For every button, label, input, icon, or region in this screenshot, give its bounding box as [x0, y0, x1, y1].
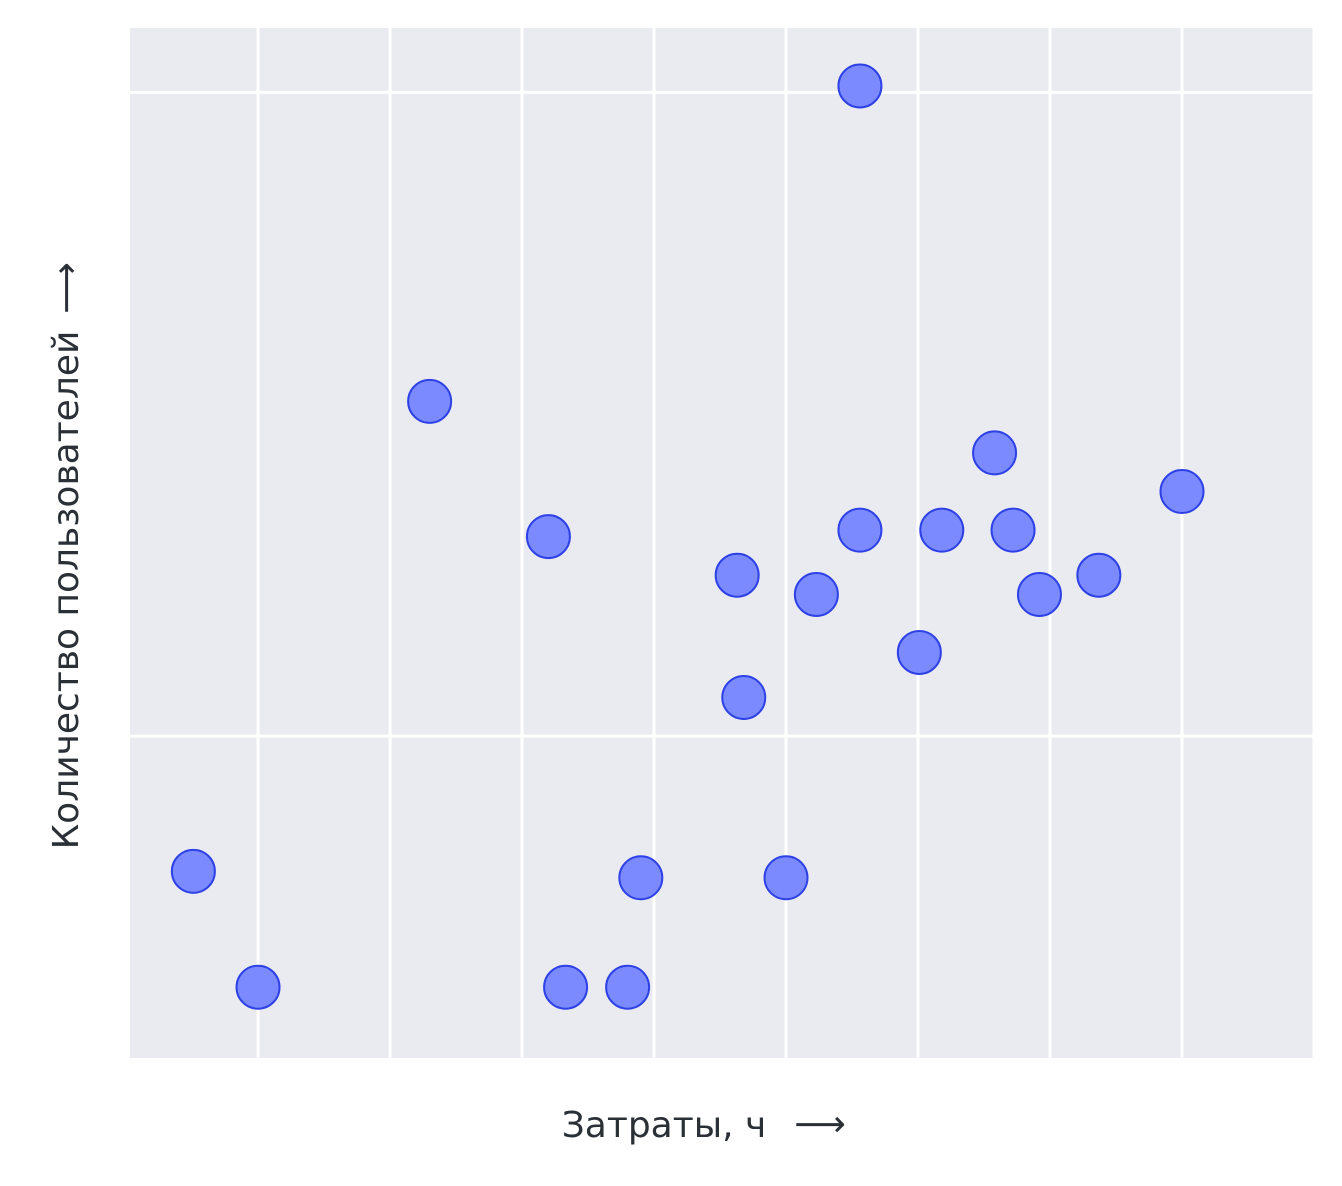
data-point [919, 507, 965, 553]
data-point [605, 964, 651, 1010]
data-point [543, 964, 589, 1010]
data-point [763, 855, 809, 901]
data-point [837, 507, 883, 553]
data-point [170, 848, 216, 894]
plot-area [130, 28, 1314, 1058]
data-point [1159, 469, 1205, 514]
data-point [618, 855, 664, 901]
data-point [721, 675, 767, 720]
grid-lines [130, 28, 1316, 1058]
y-axis-label: Количество пользователей [46, 331, 87, 850]
data-point [407, 378, 453, 424]
data-point [1016, 572, 1062, 617]
data-point [972, 430, 1018, 476]
data-point [793, 572, 839, 617]
data-points [170, 63, 1205, 1010]
data-point [896, 629, 942, 675]
data-point [235, 964, 281, 1010]
y-axis-arrow: ⟶ [46, 262, 87, 314]
data-point [1076, 552, 1122, 598]
x-axis-arrow: ⟶ [794, 1104, 846, 1145]
data-point [525, 514, 571, 560]
data-point [990, 507, 1036, 553]
data-point [714, 552, 760, 598]
data-point [837, 63, 883, 109]
x-axis-label: Затраты, ч [562, 1105, 767, 1146]
